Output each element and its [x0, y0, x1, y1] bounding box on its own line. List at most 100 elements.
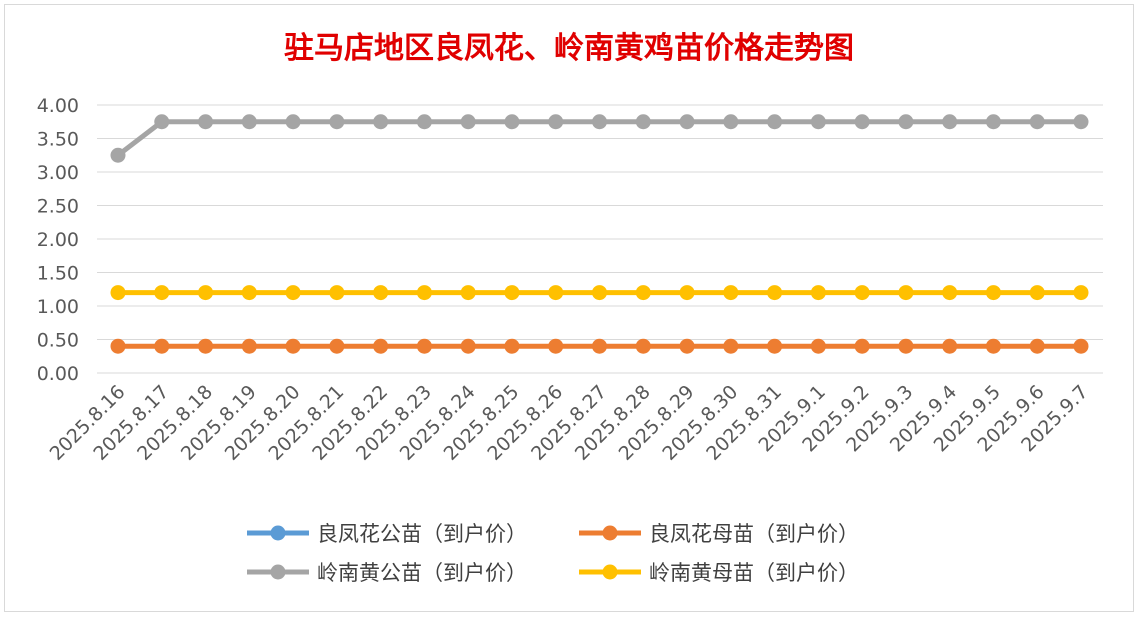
data-point	[504, 285, 520, 301]
data-point	[767, 114, 783, 130]
data-point	[198, 114, 214, 130]
data-point	[548, 338, 564, 354]
data-point	[460, 114, 476, 130]
y-tick-label: 1.00	[37, 296, 79, 318]
data-point	[810, 338, 826, 354]
data-point	[198, 285, 214, 301]
data-point	[942, 285, 958, 301]
data-point	[110, 147, 126, 163]
data-point	[548, 114, 564, 130]
data-point	[942, 338, 958, 354]
data-point	[767, 338, 783, 354]
data-point	[1029, 338, 1045, 354]
data-point	[635, 285, 651, 301]
data-point	[767, 285, 783, 301]
data-point	[416, 338, 432, 354]
data-point	[241, 114, 257, 130]
data-point	[285, 114, 301, 130]
data-point	[154, 285, 170, 301]
chart-border	[4, 4, 1134, 612]
data-point	[810, 114, 826, 130]
legend-item: 岭南黄公苗（到户价）	[247, 561, 527, 585]
data-point	[110, 285, 126, 301]
legend-item: 良凤花母苗（到户价）	[579, 522, 859, 546]
data-point	[592, 285, 607, 301]
data-point	[679, 338, 695, 354]
legend-label: 良凤花公苗（到户价）	[317, 522, 527, 546]
series-3	[110, 285, 1089, 301]
data-point	[285, 285, 301, 301]
data-point	[1073, 285, 1089, 301]
legend-item: 岭南黄母苗（到户价）	[579, 561, 859, 585]
data-point	[373, 114, 389, 130]
data-point	[898, 114, 914, 130]
legend-swatch-marker	[270, 564, 286, 580]
data-point	[1029, 114, 1045, 130]
data-point	[460, 285, 476, 301]
y-tick-label: 0.00	[37, 363, 79, 385]
data-point	[1073, 114, 1089, 130]
y-tick-label: 0.50	[37, 330, 79, 352]
data-point	[373, 285, 389, 301]
series-2	[110, 114, 1089, 163]
data-point	[329, 285, 345, 301]
data-point	[723, 114, 739, 130]
series-layer	[110, 114, 1089, 354]
data-point	[635, 338, 651, 354]
legend-swatch-marker	[602, 564, 618, 580]
legend-swatch-marker	[602, 525, 618, 541]
y-tick-label: 2.50	[37, 196, 79, 218]
y-tick-label: 3.50	[37, 129, 79, 151]
data-point	[592, 114, 607, 130]
y-tick-label: 4.00	[37, 95, 79, 117]
legend-swatch-marker	[270, 525, 286, 541]
data-point	[854, 338, 870, 354]
data-point	[898, 285, 914, 301]
data-point	[942, 114, 958, 130]
data-point	[329, 114, 345, 130]
data-point	[854, 285, 870, 301]
data-point	[854, 114, 870, 130]
y-tick-label: 2.00	[37, 229, 79, 251]
data-point	[241, 338, 257, 354]
data-point	[1073, 338, 1089, 354]
y-axis-ticks: 0.00 0.50 1.00 1.50 2.00 2.50 3.00 3.50 4.00	[37, 95, 79, 385]
gridlines	[97, 104, 1103, 374]
data-point	[110, 338, 126, 354]
data-point	[898, 338, 914, 354]
legend: 良凤花公苗（到户价） 良凤花母苗（到户价） 岭南黄公苗（到户价） 岭南黄母苗（到户价）	[247, 522, 859, 585]
legend-label: 良凤花母苗（到户价）	[649, 522, 859, 546]
chart-title: 驻马店地区良凤花、岭南黄鸡苗价格走势图	[284, 31, 854, 66]
data-point	[329, 338, 345, 354]
data-point	[592, 338, 607, 354]
data-point	[723, 338, 739, 354]
data-point	[504, 114, 520, 130]
data-point	[154, 114, 170, 130]
data-point	[985, 338, 1001, 354]
legend-item: 良凤花公苗（到户价）	[247, 522, 527, 546]
data-point	[198, 338, 214, 354]
data-point	[985, 285, 1001, 301]
data-point	[460, 338, 476, 354]
data-point	[810, 285, 826, 301]
data-point	[416, 114, 432, 130]
data-point	[635, 114, 651, 130]
data-point	[723, 285, 739, 301]
data-point	[154, 338, 170, 354]
y-tick-label: 3.00	[37, 162, 79, 184]
legend-label: 岭南黄公苗（到户价）	[317, 561, 527, 585]
data-point	[548, 285, 564, 301]
data-point	[285, 338, 301, 354]
series-1	[110, 338, 1089, 354]
data-point	[241, 285, 257, 301]
legend-label: 岭南黄母苗（到户价）	[649, 561, 859, 585]
data-point	[373, 338, 389, 354]
data-point	[504, 338, 520, 354]
data-point	[416, 285, 432, 301]
y-tick-label: 1.50	[37, 263, 79, 285]
data-point	[1029, 285, 1045, 301]
data-point	[679, 114, 695, 130]
data-point	[679, 285, 695, 301]
data-point	[985, 114, 1001, 130]
